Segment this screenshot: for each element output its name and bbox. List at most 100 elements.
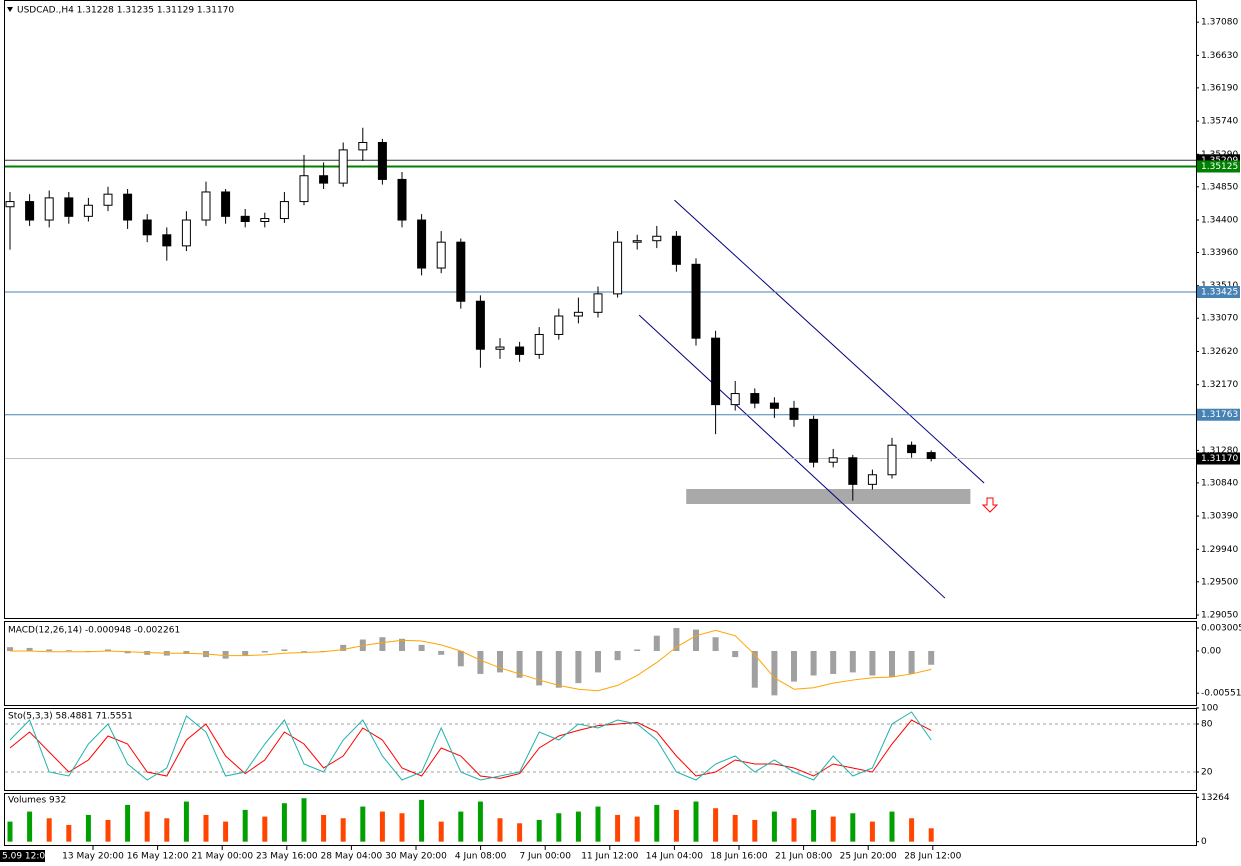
volume-bar bbox=[771, 811, 777, 842]
candle-body bbox=[848, 457, 858, 485]
volume-bar bbox=[66, 824, 72, 842]
macd-bar bbox=[673, 628, 680, 651]
level-label-box bbox=[1197, 160, 1240, 173]
candle-body bbox=[711, 337, 721, 406]
volume-bar bbox=[27, 811, 33, 842]
level-label: 1.35125 bbox=[1201, 162, 1238, 172]
macd-bar bbox=[222, 650, 229, 659]
candle-body bbox=[181, 219, 191, 247]
candle-body bbox=[926, 452, 936, 460]
volume-bar bbox=[713, 808, 719, 842]
volume-bar bbox=[419, 799, 425, 842]
volume-bar bbox=[575, 811, 581, 842]
volume-bar bbox=[928, 828, 934, 842]
volume-bar bbox=[732, 814, 738, 842]
volume-bar bbox=[144, 811, 150, 842]
y-tick-label: 1.29940 bbox=[1201, 545, 1238, 555]
macd-bar bbox=[105, 649, 111, 651]
level-label: 1.33425 bbox=[1201, 288, 1238, 298]
candle-body bbox=[25, 201, 35, 221]
volume-bar bbox=[85, 814, 91, 842]
candle-body bbox=[867, 474, 877, 485]
macd-bar bbox=[928, 650, 935, 665]
macd-bar bbox=[438, 650, 445, 655]
macd-bar bbox=[7, 647, 13, 651]
volume-bar bbox=[438, 821, 444, 842]
volume-bar bbox=[379, 811, 385, 842]
candle-body bbox=[769, 402, 779, 409]
volume-bar bbox=[203, 814, 209, 842]
candle-body bbox=[495, 346, 505, 350]
volume-bar bbox=[399, 813, 405, 842]
candle-body bbox=[123, 193, 133, 221]
y-tick-label: 1.29050 bbox=[1201, 611, 1238, 621]
candle-body bbox=[475, 300, 485, 350]
candle-body bbox=[809, 418, 819, 463]
volume-bar bbox=[693, 801, 699, 842]
candle-body bbox=[397, 178, 407, 221]
volume-bar bbox=[105, 819, 111, 842]
candle-body bbox=[83, 204, 93, 217]
volume-bar bbox=[340, 818, 346, 842]
macd-bar bbox=[653, 635, 660, 651]
volume-bar bbox=[477, 801, 483, 842]
candle-body bbox=[613, 241, 623, 295]
candle-body bbox=[240, 215, 250, 223]
macd-bar bbox=[751, 650, 758, 688]
y-tick-label: 1.32170 bbox=[1201, 380, 1238, 390]
y-tick-label: 1.31280 bbox=[1201, 446, 1238, 456]
candle-body bbox=[691, 263, 701, 339]
volume-bar bbox=[7, 821, 13, 842]
candle-body bbox=[652, 235, 662, 242]
volume-bar bbox=[183, 801, 189, 842]
x-tick-label: 4 Jun 08:00 bbox=[455, 852, 507, 862]
menu-triangle[interactable] bbox=[7, 7, 13, 12]
candle-body bbox=[299, 175, 309, 203]
candle-body bbox=[358, 142, 368, 151]
macd-panel bbox=[4, 621, 1197, 706]
y-tick-label: 1.34400 bbox=[1201, 216, 1238, 226]
macd-bar bbox=[712, 637, 719, 651]
level-label-box bbox=[1197, 408, 1240, 421]
candle-body bbox=[64, 197, 74, 217]
macd-label: MACD(12,26,14) -0.000948 -0.002261 bbox=[8, 626, 180, 636]
volume-bar bbox=[811, 809, 817, 842]
y-tick-label: 1.34850 bbox=[1201, 182, 1238, 192]
y-tick-label: 1.30840 bbox=[1201, 478, 1238, 488]
level-label-box bbox=[1197, 286, 1240, 299]
volume-bar bbox=[615, 814, 621, 842]
macd-bar bbox=[614, 650, 621, 661]
y-tick-label: -0.005514 bbox=[1201, 689, 1241, 699]
x-tick-label: 16 May 12:00 bbox=[127, 852, 189, 862]
volume-bar bbox=[281, 803, 287, 842]
macd-bar bbox=[457, 650, 464, 667]
macd-bar bbox=[693, 629, 699, 651]
macd-bar bbox=[555, 650, 562, 688]
candle-body bbox=[5, 201, 15, 208]
macd-bar bbox=[477, 650, 484, 674]
macd-bar bbox=[889, 650, 895, 678]
main-panel bbox=[4, 0, 1197, 619]
candle-body bbox=[828, 457, 838, 463]
y-tick-label: 0.003005 bbox=[1201, 624, 1241, 634]
y-tick-label: 100 bbox=[1201, 704, 1218, 714]
candle-body bbox=[750, 393, 760, 404]
candle-body bbox=[377, 142, 387, 180]
volume-bar bbox=[458, 811, 464, 842]
y-tick-label: 1.36630 bbox=[1201, 51, 1238, 61]
volume-bar bbox=[360, 806, 366, 842]
down-arrow bbox=[981, 497, 999, 513]
candle-body bbox=[103, 193, 113, 206]
volume-bar bbox=[497, 818, 503, 842]
macd-bar bbox=[320, 650, 327, 652]
macd-bar bbox=[497, 650, 503, 673]
volume-bar bbox=[830, 816, 836, 842]
candle-body bbox=[417, 219, 427, 269]
y-tick-label: 1.29500 bbox=[1201, 577, 1238, 587]
candle-body bbox=[142, 219, 152, 236]
y-tick-label: 80 bbox=[1201, 720, 1213, 730]
macd-bar bbox=[908, 650, 915, 674]
macd-bar bbox=[732, 650, 739, 658]
x-tick-label: 11 Jun 12:00 bbox=[581, 852, 638, 862]
